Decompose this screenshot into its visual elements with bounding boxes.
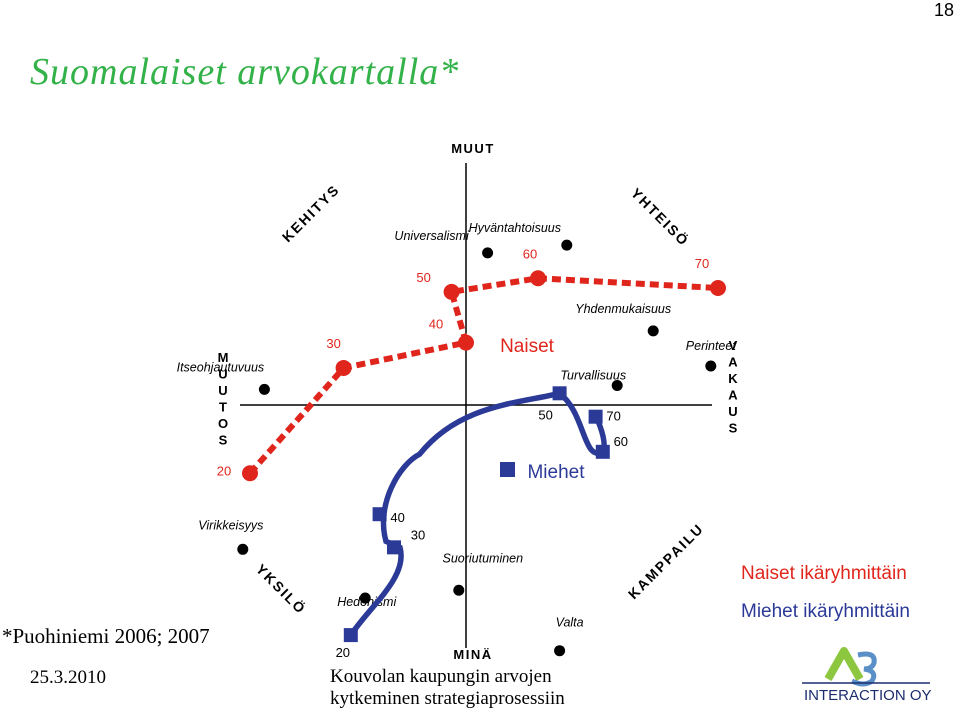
value-dot: [647, 325, 659, 337]
value-label: Hyväntahtoisuus: [469, 221, 561, 235]
naiset-line: [247, 275, 719, 476]
value-dot: [482, 247, 494, 259]
axis-right-letter: U: [728, 404, 737, 419]
axis-left-letter: S: [219, 433, 228, 448]
miehet-point: [372, 507, 387, 522]
value-label: Itseohjautuvuus: [177, 360, 265, 374]
naiset-age-label: 40: [429, 317, 443, 332]
naiset-point: [710, 280, 726, 296]
axis-right-letter: V: [729, 338, 738, 353]
value-dot: [554, 645, 566, 657]
axis-left-letter: U: [218, 383, 227, 398]
footer-text: Kouvolan kaupungin arvojen kytkeminen st…: [330, 666, 565, 710]
footer-line-1: Kouvolan kaupungin arvojen: [330, 666, 552, 687]
slide-title: Suomalaiset arvokartalla*: [30, 51, 460, 93]
axis-right-letter: K: [728, 371, 738, 386]
value-label: Valta: [556, 616, 584, 630]
naiset-point: [242, 465, 258, 482]
miehet-age-label: 30: [411, 527, 425, 542]
diagonal-yksilo-label: YKSILÖ: [253, 561, 310, 618]
date-note: 25.3.2010: [30, 667, 106, 688]
miehet-age-label: 40: [390, 510, 404, 525]
value-dot: [359, 592, 371, 604]
value-dot: [453, 584, 465, 596]
source-note: *Puohiniemi 2006; 2007: [2, 624, 210, 648]
value-label: Universalismi: [394, 229, 470, 243]
axis-left-letter: U: [218, 367, 227, 382]
axis-top-label: MUUT: [451, 141, 495, 156]
value-dot: [258, 383, 270, 395]
naiset-age-label: 60: [523, 246, 537, 261]
axis-right-letter: S: [729, 421, 738, 436]
miehet-point: [588, 409, 603, 424]
miehet-age-label: 60: [614, 434, 628, 449]
naiset-point: [443, 283, 460, 300]
naiset-age-label: 50: [416, 270, 430, 285]
naiset-age-label: 70: [695, 256, 709, 271]
value-label: Virikkeisyys: [198, 518, 263, 532]
naiset-age-label: 20: [217, 463, 231, 478]
axis-right-letter: A: [728, 388, 738, 403]
value-label: Perinteet: [686, 339, 737, 353]
miehet-age-label: 20: [336, 645, 350, 660]
value-dot: [561, 239, 573, 251]
value-dot: [237, 543, 249, 555]
naiset-point: [530, 270, 546, 287]
miehet-age-label: 50: [538, 407, 552, 422]
miehet-series-label: Miehet: [527, 462, 585, 483]
naiset-point: [458, 334, 474, 351]
value-label: Yhdenmukaisuus: [575, 302, 671, 316]
value-label: Turvallisuus: [560, 369, 626, 383]
value-label: Hedonismi: [337, 595, 397, 609]
axis-left-letter: M: [218, 350, 229, 365]
footer-line-2: kytkeminen strategiaprosessiin: [330, 688, 565, 709]
miehet-point: [387, 540, 401, 555]
value-dot: [705, 360, 717, 372]
legend-naiset: Naiset ikäryhmittäin: [741, 563, 907, 584]
legend-miehet: Miehet ikäryhmittäin: [741, 601, 910, 622]
miehet-age-label: 70: [606, 409, 620, 424]
axis-left-letter: O: [218, 416, 228, 431]
value-label: Suoriutuminen: [442, 551, 523, 565]
diagonal-yhteiso-label: YHTEISÖ: [628, 185, 693, 250]
naiset-series-label: Naiset: [500, 336, 555, 357]
naiset-age-label: 30: [326, 336, 340, 351]
a3-interaction-logo: INTERACTION OY: [802, 647, 932, 704]
diagonal-kehitys-label: KEHITYS: [279, 181, 343, 245]
miehet-point: [595, 444, 610, 459]
page-number: 18: [934, 0, 955, 20]
miehet-point: [552, 386, 567, 401]
naiset-point: [335, 359, 352, 376]
logo-text: INTERACTION OY: [804, 687, 932, 704]
axis-left-letter: T: [219, 400, 227, 415]
axis-right-letter: A: [728, 355, 738, 370]
miehet-legend-square: [500, 462, 515, 477]
axis-bottom-label: MINÄ: [453, 647, 492, 662]
value-dot: [611, 380, 623, 391]
miehet-point: [343, 628, 358, 643]
diagonal-kamppailu-label: KAMPPAILU: [625, 520, 707, 602]
